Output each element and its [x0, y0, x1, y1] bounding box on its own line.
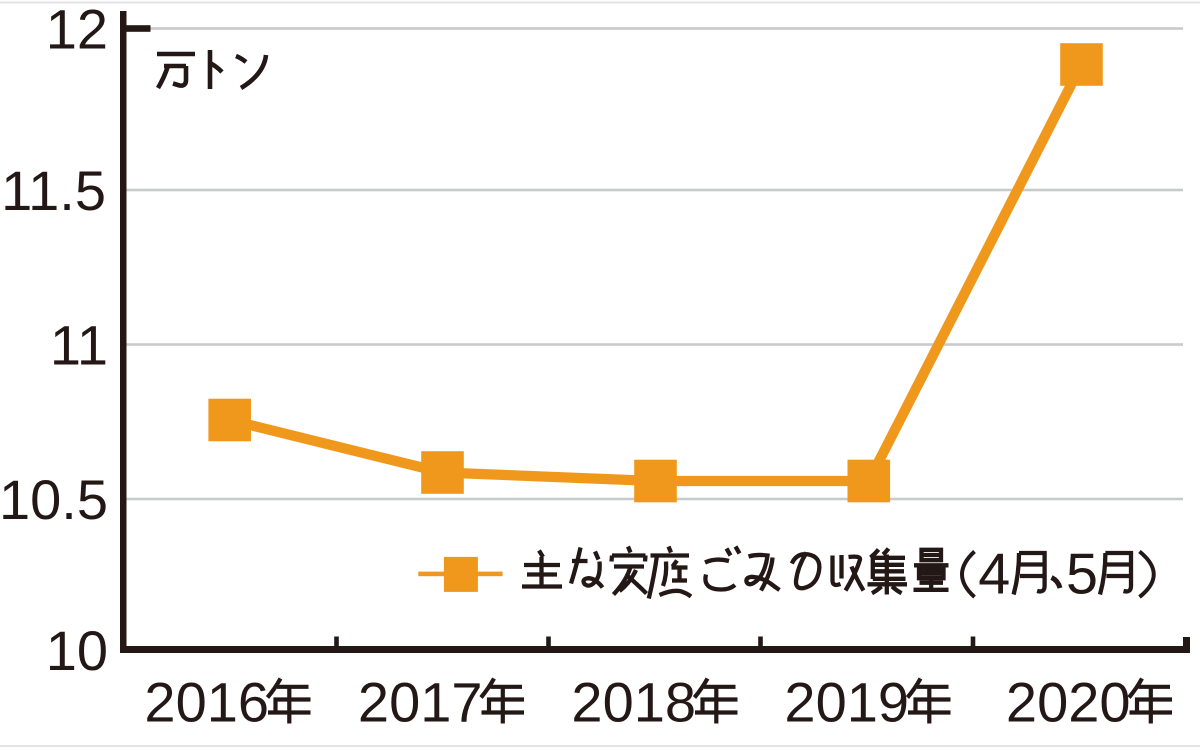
svg-text:2020: 2020 [1006, 671, 1131, 734]
svg-text:2017: 2017 [358, 671, 483, 734]
svg-text:2018: 2018 [571, 671, 696, 734]
svg-text:2019: 2019 [784, 671, 909, 734]
svg-text:5: 5 [1066, 543, 1098, 607]
svg-text:4: 4 [978, 543, 1010, 607]
svg-text:10: 10 [46, 619, 108, 682]
svg-text:11: 11 [50, 314, 108, 377]
svg-text:2016: 2016 [144, 671, 269, 734]
svg-text:11.5: 11.5 [1, 159, 106, 222]
svg-text:12: 12 [46, 0, 108, 61]
svg-text:10.5: 10.5 [0, 468, 108, 531]
